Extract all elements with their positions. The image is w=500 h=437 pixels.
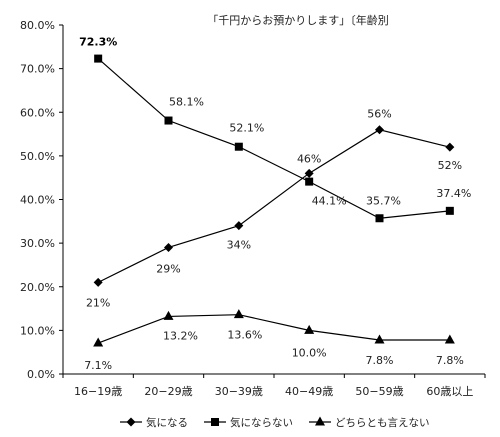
data-labels: 21% 29% 34% 46% 56% 52% 72.3% 58.1% 52.1% 44.1% 35… <box>79 36 471 372</box>
data-label: 7.1% <box>84 359 112 372</box>
series-line <box>97 58 450 219</box>
data-point <box>234 142 243 151</box>
data-label: 34% <box>227 239 251 252</box>
data-label: 10.0% <box>292 346 327 359</box>
x-tick-label: 16−19歳 <box>74 385 122 398</box>
data-point <box>164 116 173 125</box>
legend-item-not-concerned: 気にならない <box>204 416 293 429</box>
legend-label: どちらとも言えない <box>335 416 430 429</box>
y-tick-label: 30.0% <box>20 237 55 250</box>
data-point <box>93 337 104 347</box>
chart-title: 「千円からお預かりします」〔年齢別 <box>207 13 389 27</box>
series-neutral <box>93 309 455 347</box>
data-point <box>444 334 455 344</box>
data-point <box>304 324 315 334</box>
y-tick-label: 70.0% <box>20 63 55 76</box>
x-tick-label: 30−39歳 <box>215 385 263 398</box>
y-axis-ticks: 0.0% 10.0% 20.0% 30.0% 40.0% 50.0% 60.0% 70.0% 8… <box>20 19 63 381</box>
data-point <box>375 125 384 135</box>
legend-label: 気にならない <box>230 416 293 429</box>
data-point <box>163 310 174 320</box>
y-tick-label: 40.0% <box>20 194 55 207</box>
data-label: 56% <box>367 108 391 121</box>
data-point <box>234 221 244 231</box>
data-point <box>374 334 385 344</box>
series-not-concerned <box>94 54 454 223</box>
series-layer <box>93 54 455 347</box>
data-label: 52% <box>438 159 462 172</box>
data-point <box>164 242 173 252</box>
x-tick-label: 50−59歳 <box>355 385 403 398</box>
data-label: 7.8% <box>436 354 464 367</box>
data-point <box>94 54 103 63</box>
y-tick-label: 50.0% <box>20 150 55 163</box>
x-tick-label: 20−29歳 <box>144 385 192 398</box>
data-label: 35.7% <box>366 194 401 207</box>
legend-marker <box>126 417 136 427</box>
data-point <box>305 177 314 186</box>
legend-marker <box>315 416 325 426</box>
data-label: 13.6% <box>227 329 262 342</box>
data-label: 13.2% <box>163 329 198 342</box>
legend-item-concerned: 気になる <box>120 416 188 429</box>
x-tick-label: 40−49歳 <box>285 385 333 398</box>
series-line <box>97 314 450 344</box>
data-label: 21% <box>86 296 110 309</box>
series-line <box>97 129 450 283</box>
data-point <box>233 309 244 319</box>
data-label: 46% <box>297 152 321 165</box>
y-tick-label: 0.0% <box>27 368 55 381</box>
x-tick-label: 60歳以上 <box>426 385 473 398</box>
y-tick-label: 60.0% <box>20 106 55 119</box>
data-point <box>445 142 455 152</box>
data-label: 7.8% <box>366 354 394 367</box>
legend-marker <box>211 418 219 426</box>
data-label: 72.3% <box>79 36 117 49</box>
x-axis-ticks: 16−19歳 20−29歳 30−39歳 40−49歳 50−59歳 60歳以上 <box>62 374 486 398</box>
data-point <box>93 277 103 287</box>
legend-item-neutral: どちらとも言えない <box>309 416 430 429</box>
legend-label: 気になる <box>146 416 188 429</box>
y-tick-label: 80.0% <box>20 19 55 32</box>
data-label: 52.1% <box>229 122 264 135</box>
data-label: 58.1% <box>169 96 204 109</box>
data-point <box>375 214 384 223</box>
legend: 気になる 気にならない どちらとも言えない <box>120 416 430 429</box>
y-tick-label: 20.0% <box>20 281 55 294</box>
data-point <box>445 206 454 215</box>
data-label: 37.4% <box>436 187 471 200</box>
series-concerned <box>93 125 455 287</box>
y-tick-label: 10.0% <box>20 324 55 337</box>
data-point <box>304 168 314 178</box>
data-label: 29% <box>156 262 180 275</box>
data-label: 44.1% <box>312 195 347 208</box>
